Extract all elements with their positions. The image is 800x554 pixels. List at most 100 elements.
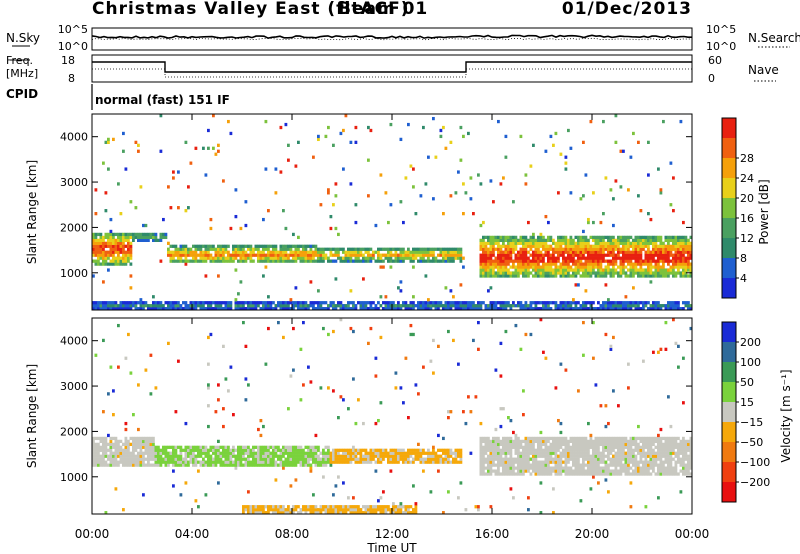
- data-cell: [152, 463, 155, 467]
- data-cell: [479, 259, 483, 263]
- data-cell: [499, 259, 503, 263]
- data-cell: [124, 463, 128, 467]
- data-cell: [514, 445, 518, 449]
- data-cell: [532, 451, 535, 455]
- data-cell: [427, 301, 430, 305]
- data-cell: [272, 454, 275, 458]
- data-cell: [399, 304, 403, 308]
- data-cell: [219, 451, 223, 455]
- data-cell: [172, 307, 175, 311]
- data-cell: [579, 268, 583, 272]
- data-cell: [594, 439, 598, 444]
- data-cell: [639, 448, 643, 452]
- data-cell: [607, 472, 610, 476]
- data-cell: [494, 256, 498, 260]
- data-cell: [517, 259, 520, 263]
- data-cell: [517, 439, 520, 444]
- data-cell: [227, 451, 230, 455]
- data-cell: [119, 448, 123, 452]
- data-cell: [379, 256, 383, 260]
- data-cell: [334, 460, 338, 464]
- data-cell: [322, 259, 325, 263]
- colorbar-swatch: [722, 138, 736, 159]
- data-cell: [657, 262, 660, 266]
- data-cell: [584, 250, 588, 254]
- data-cell: [609, 451, 613, 455]
- data-cell: [502, 439, 505, 444]
- data-cell: [534, 265, 538, 269]
- data-cell: [604, 307, 608, 311]
- data-cell: [244, 445, 248, 449]
- data-cell: [502, 253, 505, 257]
- data-cell: [267, 209, 270, 213]
- data-cell: [182, 301, 185, 305]
- data-cell: [359, 451, 363, 455]
- data-cell: [622, 268, 625, 272]
- data-cell: [677, 238, 680, 242]
- data-cell: [529, 235, 533, 240]
- data-cell: [629, 262, 633, 266]
- data-cell: [354, 247, 358, 251]
- data-cell: [612, 265, 615, 269]
- data-cell: [257, 457, 260, 461]
- data-cell: [162, 217, 165, 222]
- data-cell: [164, 301, 168, 305]
- data-cell: [584, 241, 588, 245]
- data-cell: [619, 448, 623, 452]
- data-cell: [544, 149, 548, 153]
- data-cell: [257, 427, 260, 432]
- data-cell: [507, 439, 510, 444]
- data-cell: [549, 448, 553, 452]
- data-cell: [419, 454, 423, 458]
- data-cell: [449, 304, 453, 308]
- data-cell: [579, 256, 583, 260]
- data-cell: [587, 265, 590, 269]
- data-cell: [417, 304, 420, 308]
- data-cell: [574, 265, 578, 269]
- data-cell: [562, 304, 565, 308]
- data-cell: [439, 448, 443, 452]
- data-cell: [349, 289, 353, 293]
- data-cell: [644, 445, 648, 449]
- data-cell: [502, 451, 505, 455]
- data-cell: [424, 451, 428, 455]
- data-cell: [514, 238, 518, 242]
- data-cell: [362, 448, 365, 452]
- data-cell: [239, 304, 243, 308]
- data-cell: [404, 457, 408, 461]
- data-cell: [532, 463, 535, 467]
- data-cell: [254, 307, 258, 311]
- data-cell: [322, 247, 325, 251]
- data-cell: [112, 454, 115, 458]
- data-cell: [604, 244, 608, 248]
- data-cell: [419, 451, 423, 455]
- data-cell: [662, 274, 665, 278]
- data-cell: [622, 250, 625, 254]
- data-cell: [142, 439, 145, 444]
- data-cell: [352, 508, 355, 512]
- data-cell: [139, 304, 143, 308]
- data-cell: [194, 463, 198, 467]
- data-cell: [284, 256, 288, 260]
- data-cell: [637, 256, 640, 260]
- data-cell: [284, 460, 288, 464]
- data-cell: [512, 463, 515, 467]
- data-cell: [247, 383, 250, 387]
- data-cell: [492, 469, 495, 473]
- data-cell: [337, 460, 340, 464]
- data-cell: [527, 271, 530, 275]
- data-cell: [534, 250, 538, 254]
- data-cell: [164, 457, 168, 461]
- data-cell: [589, 271, 593, 275]
- nsearch-series: [91, 37, 693, 41]
- data-cell: [492, 454, 495, 458]
- data-cell: [232, 454, 235, 458]
- data-cell: [274, 259, 278, 263]
- data-cell: [107, 262, 110, 266]
- data-cell: [519, 262, 523, 266]
- data-cell: [632, 268, 635, 272]
- data-cell: [292, 457, 295, 461]
- data-cell: [639, 209, 643, 213]
- data-cell: [642, 454, 645, 458]
